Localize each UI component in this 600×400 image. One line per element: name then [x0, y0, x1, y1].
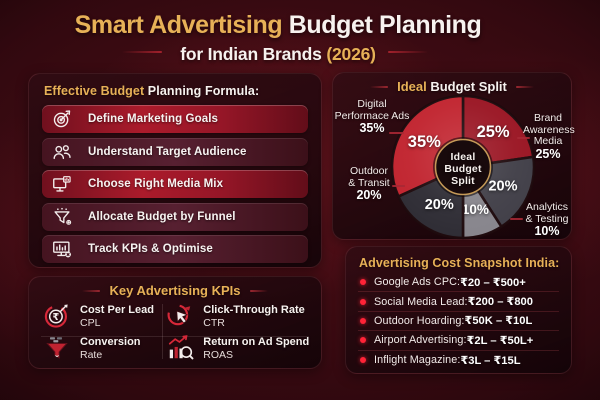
formula-item-media-mix: Choose Right Media Mix: [42, 170, 308, 198]
conversion-funnel-icon: [43, 334, 71, 362]
callout-connector-line: [392, 185, 405, 187]
svg-text:Budget: Budget: [444, 163, 482, 175]
callout-connector-line: [517, 137, 530, 139]
kpi-item-cpl: ₹ Cost Per Lead CPL: [39, 300, 162, 332]
bullet-icon: [360, 357, 366, 364]
callout-analytics-testing: Analytics & Testing 10%: [525, 201, 569, 238]
svg-text:₹: ₹: [53, 312, 60, 323]
bullet-icon: [360, 279, 366, 286]
page-title: Smart Advertising Budget Planning for In…: [0, 11, 556, 65]
kpi-monitor-icon: [51, 237, 75, 261]
target-dart-icon: [51, 107, 75, 131]
rupee-target-icon: ₹: [43, 302, 71, 330]
cost-row-outdoor-hoarding: Outdoor Hoarding: ₹50K – ₹10L: [358, 312, 559, 332]
svg-text:Split: Split: [451, 175, 475, 187]
kpi-item-roas: Return on Ad Spend ROAS: [162, 332, 313, 364]
cost-row-inflight-magazine: Inflight Magazine: ₹3L – ₹15L: [358, 351, 559, 370]
budget-split-panel: Ideal Budget Split 25%20%10%20%35% Ideal…: [332, 72, 575, 240]
callout-connector-line: [510, 218, 523, 220]
title-divider-line: [388, 51, 428, 53]
bullet-icon: [360, 337, 366, 344]
kpi-grid: ₹ Cost Per Lead CPL Click-Through Rate C…: [39, 300, 313, 364]
formula-item-target-audience: Understand Target Audience: [42, 137, 308, 166]
heading-dash: [82, 289, 101, 292]
click-cursor-icon: [166, 302, 194, 330]
formula-panel-heading: Effective Budget Planning Formula:: [44, 84, 260, 98]
roas-magnifier-icon: [166, 334, 194, 362]
formula-item-define-goals: Define Marketing Goals: [42, 105, 308, 133]
callout-brand-awareness-media: Brand Awareness Media 25%: [523, 112, 575, 161]
heading-dash: [249, 289, 268, 292]
callout-digital-performance-ads: Digital Performace Ads 35%: [334, 98, 410, 135]
cost-row-social-media: Social Media Lead: ₹200 – ₹800: [358, 292, 559, 312]
cost-snapshot-panel: Advertising Cost Snapshot India: Google …: [345, 246, 572, 374]
kpi-item-conversion: Conversion Rate: [39, 332, 162, 364]
audience-icon: [51, 140, 75, 164]
title-accent: Smart Advertising: [74, 11, 283, 39]
title-line1: Smart Advertising Budget Planning: [74, 11, 482, 39]
kpi-item-ctr: Click-Through Rate CTR: [162, 300, 313, 332]
kpi-panel-heading: Key Advertising KPIs: [29, 277, 321, 298]
key-kpis-panel: Key Advertising KPIs ₹ Cost Per Lead CPL…: [28, 276, 322, 369]
title-line2: for Indian Brands (2026): [180, 44, 376, 64]
callout-connector-line: [389, 132, 404, 134]
budget-formula-panel: Effective Budget Planning Formula: Defin…: [28, 73, 322, 268]
title-divider-line: [122, 51, 162, 53]
formula-item-track-kpis: Track KPIs & Optimise: [42, 235, 308, 263]
pie-center-label: Ideal: [451, 151, 476, 163]
cost-row-airport-advertising: Airport Advertising: ₹2L – ₹50L+: [358, 331, 559, 351]
media-mix-icon: [51, 172, 75, 196]
cost-panel-heading: Advertising Cost Snapshot India:: [359, 256, 560, 270]
bullet-icon: [360, 298, 366, 305]
bullet-icon: [360, 317, 366, 324]
cost-row-google-ads: Google Ads CPC: ₹20 – ₹500+: [358, 273, 559, 293]
budget-funnel-icon: [51, 205, 75, 229]
formula-item-budget-funnel: Allocate Budget by Funnel: [42, 202, 308, 231]
callout-outdoor-transit: Outdoor & Transit 20%: [348, 165, 390, 202]
